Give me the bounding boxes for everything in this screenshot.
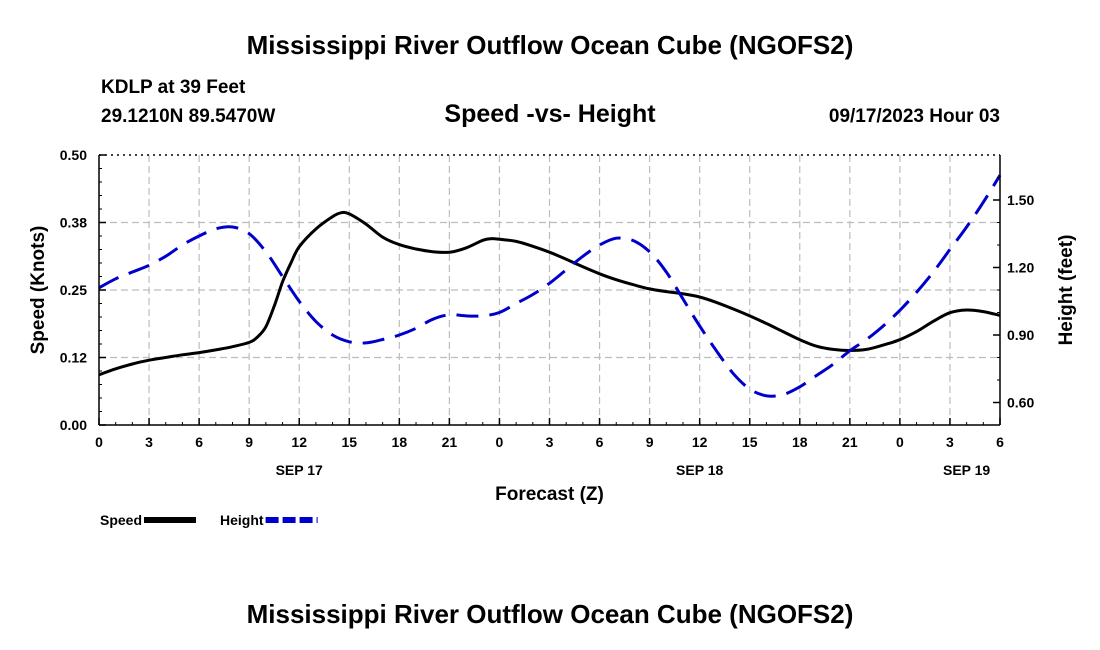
legend-label: Height [220,512,264,528]
plot-frame [98,154,1001,426]
x-tick-label: 0 [896,434,904,450]
legend: Speed Height [100,512,318,528]
grid [99,155,1000,425]
y-tick-label: 0.00 [60,417,87,433]
x-tick-label: 6 [596,434,604,450]
x-tick-label: 0 [496,434,504,450]
x-tick-label: 9 [646,434,654,450]
height-series-line [98,174,1002,398]
x-tick-label: 21 [842,434,858,450]
x-tick-label: 9 [245,434,253,450]
x-tick-label: 15 [742,434,758,450]
page-title: Mississippi River Outflow Ocean Cube (NG… [246,30,854,60]
day-label: SEP 19 [943,462,990,478]
x-tick-label: 3 [145,434,153,450]
y2-tick-label: 0.60 [1007,395,1034,411]
series-lines [98,174,1002,398]
y-tick-label: 0.50 [60,147,87,163]
y2-tick-label: 1.50 [1007,192,1034,208]
x-tick-label: 21 [442,434,458,450]
x-tick-label: 15 [341,434,357,450]
legend-label: Speed [100,512,142,528]
station-coordinates: 29.1210N 89.5470W [101,106,276,127]
day-label: SEP 18 [676,462,723,478]
x-tick-label: 18 [392,434,408,450]
day-label: SEP 17 [276,462,323,478]
chart-title: Speed -vs- Height [444,100,656,128]
x-tick-label: 3 [546,434,554,450]
footer-title: Mississippi River Outflow Ocean Cube (NG… [246,599,854,629]
y2-axis-title: Height (feet) [1056,235,1077,346]
y-tick-label: 0.25 [60,282,87,298]
x-tick-label: 6 [195,434,203,450]
x-tick-label: 12 [692,434,708,450]
axis-labels: 0 3 6 9 12 15 18 21 0 3 6 9 12 15 18 21 0 3 6 0.00 0.12 0.25 0… [28,147,1077,505]
x-tick-label: 18 [792,434,808,450]
speed-series-line [98,210,1001,377]
y2-tick-label: 1.20 [1007,260,1034,276]
x-tick-label: 3 [946,434,954,450]
x-tick-label: 0 [95,434,103,450]
x-tick-label: 6 [996,434,1004,450]
y-tick-label: 0.12 [60,350,87,366]
y-axis-title: Speed (Knots) [28,226,49,355]
x-tick-label: 12 [291,434,307,450]
station-label: KDLP at 39 Feet [101,77,246,98]
x-axis-title: Forecast (Z) [495,484,604,505]
y2-tick-label: 0.90 [1007,327,1034,343]
forecast-datetime: 09/17/2023 Hour 03 [828,106,1000,127]
y-tick-label: 0.38 [60,215,87,231]
